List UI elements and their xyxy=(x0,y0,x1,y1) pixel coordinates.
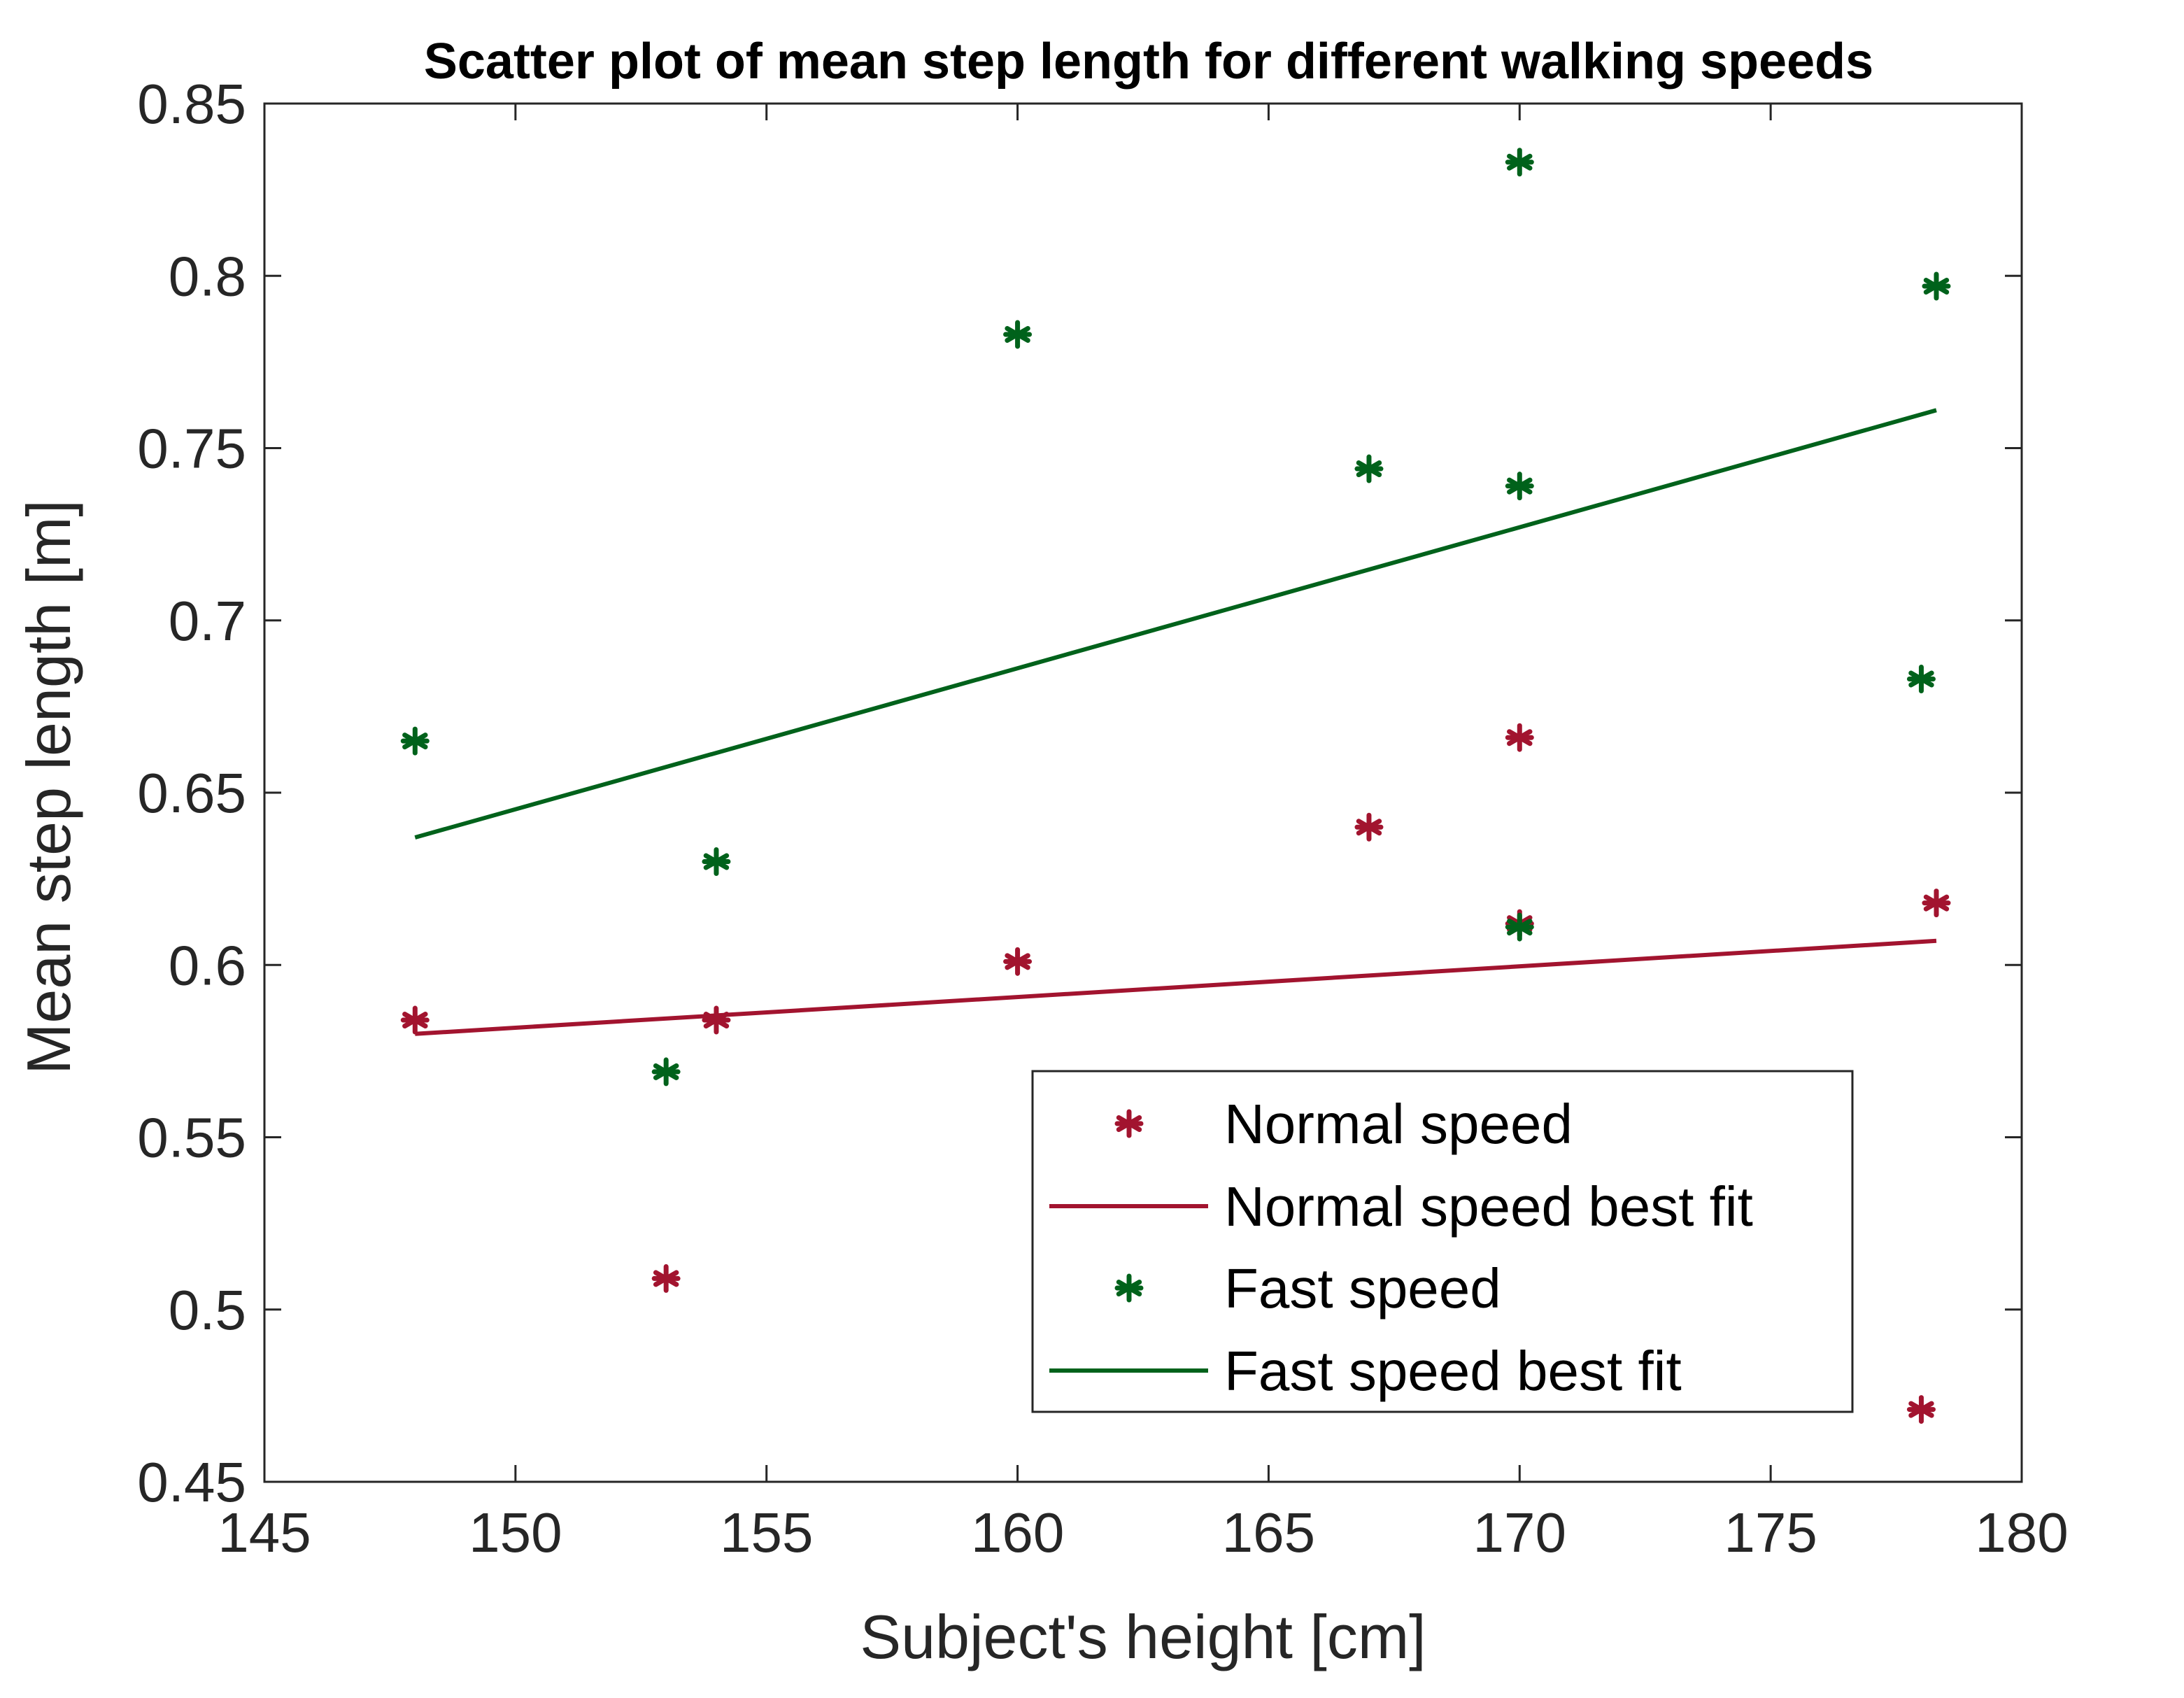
y-tick-label: 0.8 xyxy=(169,245,246,307)
y-axis-label: Mean step length [m] xyxy=(14,500,83,1075)
chart-title: Scatter plot of mean step length for dif… xyxy=(424,34,1873,90)
data-point-normal-speed-8 xyxy=(1922,889,1951,918)
x-tick-label: 175 xyxy=(1724,1501,1817,1564)
y-tick-label: 0.45 xyxy=(137,1451,246,1513)
legend-label-2: Fast speed xyxy=(1224,1257,1501,1320)
data-point-fast-speed-0 xyxy=(400,726,430,756)
data-point-fast-speed-8 xyxy=(1906,664,1936,693)
legend-box xyxy=(1031,1070,1854,1413)
legend-marker-0 xyxy=(1114,1109,1144,1138)
y-tick-label: 0.7 xyxy=(169,590,246,652)
data-point-normal-speed-7 xyxy=(1906,1395,1936,1424)
data-point-fast-speed-2 xyxy=(702,847,731,876)
x-tick-label: 160 xyxy=(971,1501,1064,1564)
legend-label-3: Fast speed best fit xyxy=(1224,1340,1682,1402)
data-point-normal-speed-2 xyxy=(702,1005,731,1035)
y-tick-label: 0.5 xyxy=(169,1279,246,1341)
x-tick-label: 180 xyxy=(1975,1501,2068,1564)
data-point-normal-speed-0 xyxy=(400,1005,430,1035)
data-point-fast-speed-9 xyxy=(1922,271,1951,301)
data-point-fast-speed-1 xyxy=(651,1057,681,1087)
data-point-normal-speed-5 xyxy=(1505,723,1534,752)
x-tick-label: 150 xyxy=(469,1501,562,1564)
y-tick-label: 0.65 xyxy=(137,762,246,824)
data-point-fast-speed-6 xyxy=(1505,472,1534,501)
x-tick-label: 170 xyxy=(1473,1501,1566,1564)
x-tick-label: 145 xyxy=(218,1501,311,1564)
data-point-fast-speed-5 xyxy=(1505,148,1534,177)
data-point-normal-speed-1 xyxy=(651,1264,681,1293)
data-point-fast-speed-3 xyxy=(1003,320,1033,349)
data-point-fast-speed-4 xyxy=(1354,454,1384,483)
fit-line-1 xyxy=(415,938,1937,1036)
x-tick-label: 155 xyxy=(720,1501,813,1564)
legend-marker-2 xyxy=(1114,1273,1144,1303)
legend-label-1: Normal speed best fit xyxy=(1224,1175,1753,1238)
y-tick-label: 0.6 xyxy=(169,934,246,996)
x-tick-label: 165 xyxy=(1222,1501,1315,1564)
legend-label-0: Normal speed xyxy=(1224,1093,1573,1155)
data-point-normal-speed-4 xyxy=(1354,812,1384,842)
y-tick-label: 0.55 xyxy=(137,1107,246,1169)
y-tick-label: 0.75 xyxy=(137,418,246,480)
x-axis-label: Subject's height [cm] xyxy=(860,1602,1426,1671)
y-tick-label: 0.85 xyxy=(137,73,246,135)
data-point-fast-speed-7 xyxy=(1505,912,1534,942)
fit-line-3 xyxy=(414,408,1937,840)
data-point-normal-speed-3 xyxy=(1003,947,1033,976)
